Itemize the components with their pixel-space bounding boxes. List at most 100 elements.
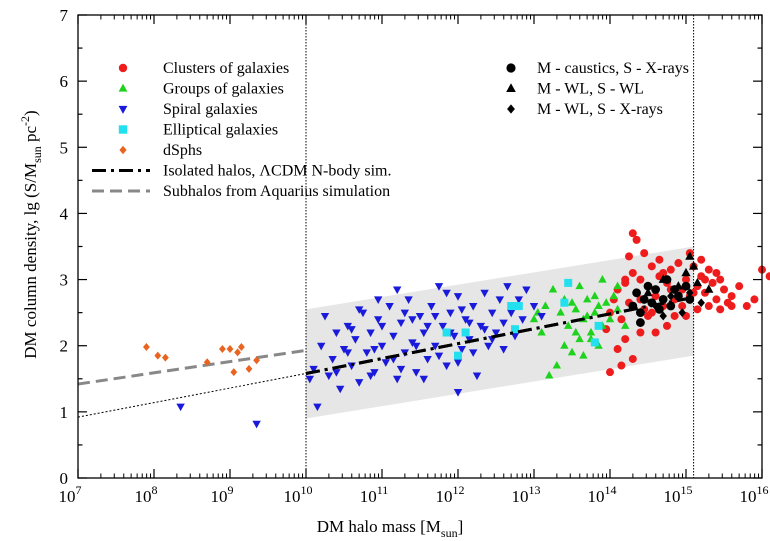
point-2-59 [537,312,546,321]
point-1-4 [552,360,561,369]
point-2-81 [347,326,356,334]
point-2-79 [442,289,451,298]
legend-item-left-3: Elliptical galaxies [118,122,278,139]
series-4 [143,343,260,377]
point-0-64 [647,308,656,317]
point-2-77 [374,296,383,305]
legend-item-left-5: Isolated halos, ΛCDM N-body sim. [92,163,391,180]
point-6-5 [688,261,699,270]
x-tick-label: 1015 [664,483,693,506]
legend-label: M - WL, S - X-rays [537,101,663,118]
point-1-26 [613,304,622,313]
point-2-35 [438,322,447,331]
point-4-1 [154,351,162,360]
legend-marker [118,105,128,114]
point-1-27 [621,321,630,329]
legend-label: Subhalos from Aquarius simulation [163,183,390,200]
point-0-42 [628,354,637,363]
point-0-52 [655,255,664,264]
point-5-1 [632,288,641,298]
point-2-0 [176,403,185,412]
point-1-2 [541,301,550,310]
point-2-65 [377,322,387,331]
x-tick-label: 1014 [588,483,617,506]
point-0-69 [712,268,721,277]
point-2-29 [415,312,425,321]
point-3-3 [507,302,516,311]
point-2-5 [324,372,333,381]
point-0-12 [651,292,660,301]
point-2-43 [469,303,478,311]
point-1-9 [575,334,584,343]
point-4-6 [230,368,238,377]
point-2-73 [469,349,478,357]
point-5-2 [636,308,645,318]
point-3-6 [560,298,569,307]
point-0-34 [742,302,751,311]
point-7-5 [659,311,667,321]
point-5-3 [639,295,649,304]
point-0-50 [617,361,626,370]
legend-item-left-2: Spiral galaxies [118,101,258,118]
point-2-4 [317,342,326,351]
series-line-2 [77,373,307,418]
point-2-60 [320,312,330,321]
point-6-3 [681,267,691,277]
series-line-overlay [305,295,694,375]
point-1-23 [583,311,592,319]
point-7-4 [697,298,705,308]
point-2-53 [507,309,516,318]
point-2-38 [450,332,459,341]
point-2-18 [374,316,383,324]
x-tick-label: 1016 [740,483,769,506]
point-5-6 [658,295,668,304]
legend-marker [118,83,128,92]
point-1-1 [537,327,546,336]
vertical-lines-layer [305,15,695,478]
point-1-19 [556,308,565,316]
point-2-8 [336,385,345,394]
point-2-61 [332,369,341,377]
point-2-39 [453,293,463,301]
point-2-85 [453,359,463,367]
point-2-62 [343,349,352,357]
point-0-61 [727,302,736,311]
point-0-37 [765,272,770,281]
point-6-4 [685,251,695,260]
point-7-1 [667,291,675,301]
point-1-8 [571,304,580,313]
point-0-27 [708,278,717,287]
point-1-24 [590,291,599,300]
legend-marker [118,125,128,134]
point-3-9 [594,321,603,330]
point-1-12 [586,327,596,336]
point-6-0 [643,287,653,297]
series-2 [176,283,546,429]
legend-item-left-1: Groups of galaxies [118,81,284,98]
point-0-3 [617,315,626,324]
point-0-39 [632,235,641,244]
legend-label: M - WL, S - WL [537,81,644,98]
point-2-21 [385,303,394,311]
point-4-3 [203,358,211,367]
point-2-2 [309,365,318,374]
point-0-41 [621,335,630,344]
point-3-8 [590,338,599,347]
y-tick-label: 5 [60,138,69,157]
x-tick-label: 1013 [512,483,541,506]
point-0-6 [628,268,637,277]
x-axis-title: DM halo mass [Msun] [317,517,464,540]
point-2-50 [495,296,504,305]
point-0-68 [701,275,709,284]
y-axis-title: DM column density, lg (S/Msun pc-2) [18,110,44,358]
point-2-3 [313,403,322,412]
point-0-38 [628,229,637,238]
point-4-9 [245,364,253,373]
point-2-13 [355,379,364,387]
point-2-7 [332,329,341,338]
point-2-16 [366,329,375,338]
point-2-47 [484,342,493,351]
point-3-4 [511,325,519,334]
point-2-80 [305,375,314,384]
